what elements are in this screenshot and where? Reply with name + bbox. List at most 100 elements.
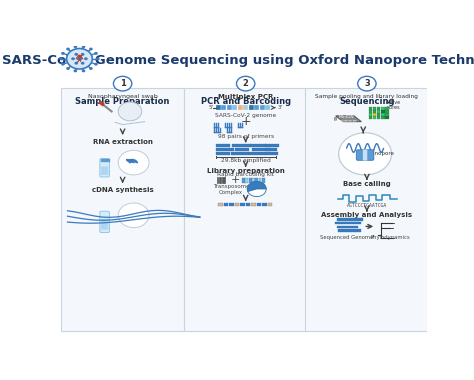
Text: Phylodynamics: Phylodynamics (371, 235, 410, 240)
FancyBboxPatch shape (216, 144, 230, 147)
Circle shape (94, 52, 98, 55)
FancyBboxPatch shape (369, 113, 373, 116)
FancyBboxPatch shape (258, 178, 262, 182)
Circle shape (118, 102, 142, 121)
Polygon shape (336, 116, 361, 122)
FancyBboxPatch shape (231, 152, 249, 155)
FancyBboxPatch shape (266, 148, 277, 150)
Circle shape (118, 203, 149, 228)
FancyBboxPatch shape (381, 110, 384, 113)
Text: AGTCCCTGAATCGA: AGTCCCTGAATCGA (347, 203, 387, 207)
Text: +: + (240, 115, 251, 128)
Text: 98 pairs of primers: 98 pairs of primers (218, 135, 274, 139)
FancyBboxPatch shape (246, 178, 248, 182)
Text: Base calling: Base calling (343, 181, 391, 187)
Circle shape (237, 76, 255, 91)
Circle shape (59, 57, 63, 60)
FancyBboxPatch shape (373, 110, 376, 113)
Text: 1: 1 (119, 79, 126, 88)
Circle shape (82, 45, 85, 48)
Circle shape (81, 53, 84, 56)
FancyBboxPatch shape (373, 107, 376, 110)
FancyBboxPatch shape (235, 203, 239, 206)
Text: Sequencing: Sequencing (339, 97, 395, 106)
Text: Rapid barcoding kit: Rapid barcoding kit (217, 173, 274, 177)
FancyBboxPatch shape (356, 150, 374, 160)
Text: MinION
sequencer: MinION sequencer (335, 115, 358, 123)
Text: 29.8kb amplified: 29.8kb amplified (221, 158, 271, 163)
FancyBboxPatch shape (305, 88, 428, 331)
Text: Assembly and Analysis: Assembly and Analysis (321, 212, 412, 218)
Text: SARS-CoV-2 genome: SARS-CoV-2 genome (215, 113, 276, 118)
FancyBboxPatch shape (337, 226, 358, 228)
FancyBboxPatch shape (216, 105, 221, 110)
Circle shape (358, 76, 376, 91)
Circle shape (74, 62, 78, 65)
Circle shape (89, 48, 93, 51)
Text: Nanopore: Nanopore (367, 151, 394, 156)
FancyBboxPatch shape (227, 105, 232, 110)
FancyBboxPatch shape (262, 178, 265, 182)
Text: 3: 3 (364, 79, 370, 88)
FancyBboxPatch shape (100, 158, 109, 177)
Circle shape (74, 53, 78, 56)
Text: PCR and Barcoding: PCR and Barcoding (201, 97, 291, 106)
FancyBboxPatch shape (251, 203, 256, 206)
FancyBboxPatch shape (246, 203, 250, 206)
FancyBboxPatch shape (249, 152, 266, 155)
FancyBboxPatch shape (381, 107, 384, 110)
FancyBboxPatch shape (61, 88, 184, 331)
Text: Transposome
Complex: Transposome Complex (213, 184, 249, 195)
FancyBboxPatch shape (249, 178, 252, 182)
FancyBboxPatch shape (101, 166, 108, 175)
Text: RNA extraction: RNA extraction (93, 139, 153, 144)
Circle shape (84, 57, 88, 60)
Circle shape (81, 62, 84, 65)
FancyBboxPatch shape (369, 110, 373, 113)
Text: 3': 3' (278, 105, 283, 110)
FancyBboxPatch shape (385, 110, 389, 113)
Circle shape (66, 49, 92, 69)
FancyBboxPatch shape (235, 148, 249, 150)
FancyBboxPatch shape (337, 218, 364, 220)
FancyBboxPatch shape (252, 148, 271, 150)
Text: Sequenced Genome: Sequenced Genome (320, 235, 374, 240)
Text: SARS-CoV-2 Genome Sequencing using Oxford Nanopore Technologies: SARS-CoV-2 Genome Sequencing using Oxfor… (1, 54, 474, 67)
Text: Sample Preparation: Sample Preparation (75, 97, 170, 106)
FancyBboxPatch shape (373, 113, 376, 116)
Circle shape (71, 57, 75, 60)
Circle shape (73, 45, 77, 48)
Circle shape (118, 150, 149, 175)
FancyBboxPatch shape (377, 110, 381, 113)
Circle shape (77, 57, 82, 61)
FancyBboxPatch shape (224, 203, 228, 206)
FancyBboxPatch shape (338, 230, 361, 232)
Circle shape (73, 70, 77, 72)
FancyBboxPatch shape (265, 105, 270, 110)
FancyBboxPatch shape (381, 113, 384, 116)
FancyBboxPatch shape (385, 107, 389, 110)
FancyBboxPatch shape (249, 105, 254, 110)
FancyBboxPatch shape (262, 203, 267, 206)
FancyBboxPatch shape (254, 105, 259, 110)
FancyBboxPatch shape (229, 203, 234, 206)
Text: Multiplex PCR: Multiplex PCR (218, 94, 273, 100)
FancyBboxPatch shape (377, 113, 381, 116)
FancyBboxPatch shape (242, 178, 245, 182)
Circle shape (113, 76, 132, 91)
FancyBboxPatch shape (265, 152, 278, 155)
Circle shape (61, 52, 65, 55)
Text: Active
pores: Active pores (386, 100, 401, 110)
FancyBboxPatch shape (255, 178, 258, 182)
Circle shape (338, 133, 392, 175)
FancyBboxPatch shape (377, 107, 381, 110)
FancyBboxPatch shape (243, 105, 248, 110)
Circle shape (94, 63, 98, 66)
FancyBboxPatch shape (363, 149, 367, 161)
FancyBboxPatch shape (184, 88, 307, 331)
Circle shape (66, 48, 70, 51)
FancyBboxPatch shape (240, 203, 245, 206)
FancyBboxPatch shape (257, 203, 262, 206)
FancyBboxPatch shape (334, 117, 336, 120)
Text: 2: 2 (243, 79, 249, 88)
